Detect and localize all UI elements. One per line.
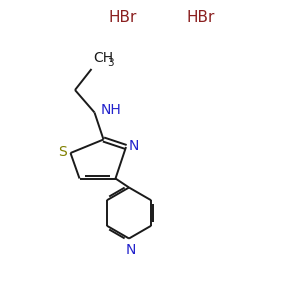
Text: CH: CH [93,51,113,65]
Text: S: S [58,145,67,158]
Text: 3: 3 [107,58,114,68]
Text: HBr: HBr [187,11,215,26]
Text: N: N [125,243,136,257]
Text: N: N [129,140,140,153]
Text: HBr: HBr [109,11,137,26]
Text: NH: NH [100,103,121,117]
